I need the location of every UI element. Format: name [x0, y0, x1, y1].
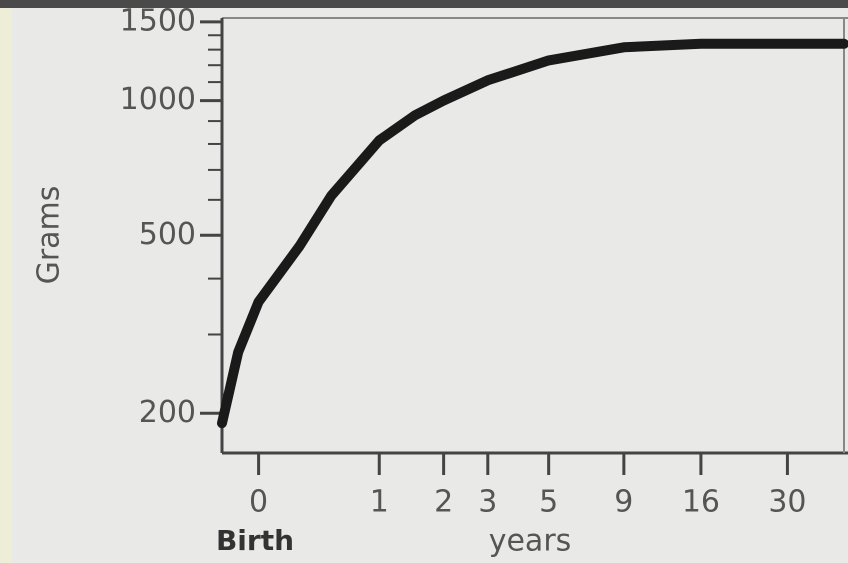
x-tick-label: 3 — [478, 485, 497, 520]
line — [217, 38, 848, 429]
x-axis-label: years — [489, 524, 572, 559]
y-tick-label: 200 — [139, 395, 196, 430]
x-tick-label: 0 — [249, 485, 268, 520]
y-tick-label: 1000 — [120, 82, 196, 117]
birth-annotation: Birth — [216, 524, 294, 557]
left-strip — [0, 0, 12, 563]
x-tick-label: 16 — [682, 485, 720, 520]
x-tick-label: 9 — [614, 485, 633, 520]
x-tick-label: 1 — [370, 485, 389, 520]
x-tick-label: 5 — [539, 485, 558, 520]
x-tick-label: 30 — [768, 485, 806, 520]
y-axis-label: Grams — [32, 186, 67, 285]
top-bar — [0, 0, 848, 8]
y-tick-label: 500 — [139, 217, 196, 252]
x-tick-label: 2 — [434, 485, 453, 520]
y-tick-label: 1500 — [120, 3, 196, 38]
